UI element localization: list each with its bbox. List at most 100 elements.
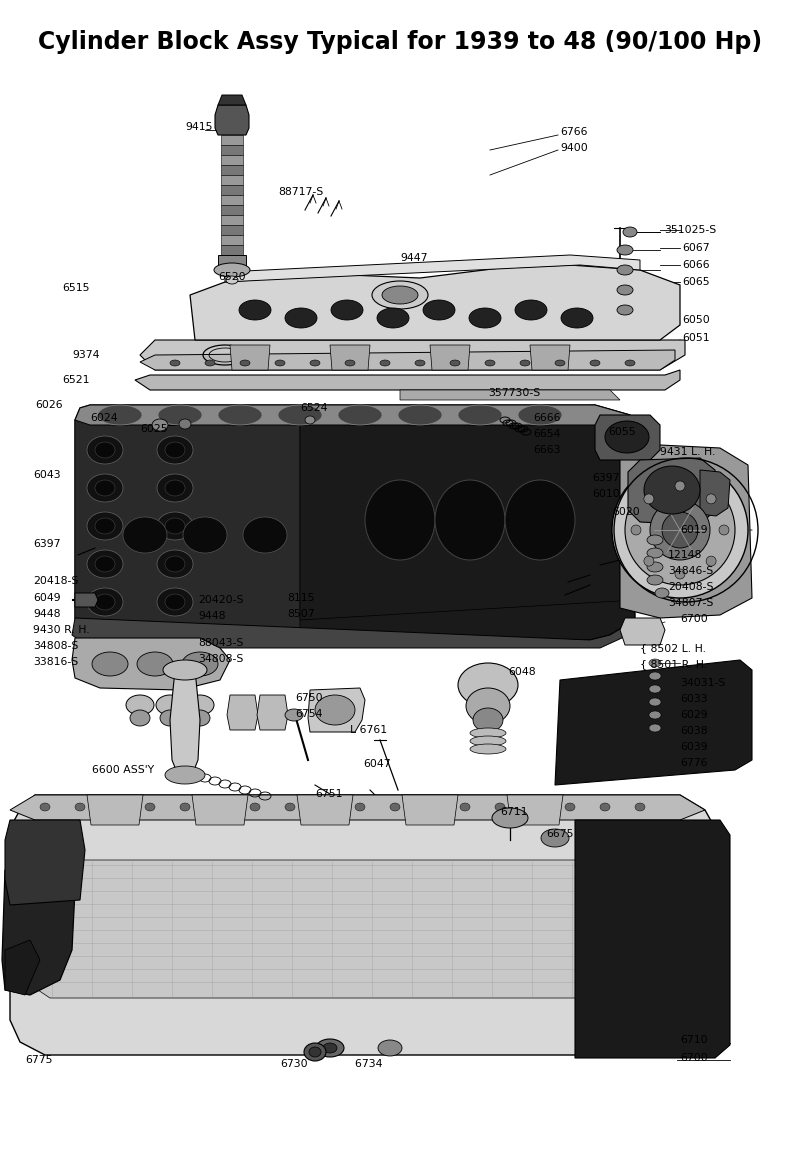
Text: 6397: 6397 (592, 473, 619, 483)
Polygon shape (257, 695, 288, 730)
Text: 34031-S: 34031-S (680, 678, 726, 688)
Text: 6067: 6067 (682, 243, 710, 254)
Polygon shape (72, 638, 230, 690)
Text: 9447: 9447 (400, 254, 427, 263)
Text: 6515: 6515 (62, 283, 90, 293)
Polygon shape (221, 205, 243, 215)
Text: 6025: 6025 (140, 424, 168, 434)
Ellipse shape (617, 305, 633, 315)
Polygon shape (75, 405, 630, 424)
Ellipse shape (635, 802, 645, 811)
Ellipse shape (649, 711, 661, 719)
Ellipse shape (458, 663, 518, 707)
Polygon shape (10, 795, 715, 1055)
Ellipse shape (165, 556, 185, 572)
Polygon shape (75, 405, 635, 640)
Text: 6666: 6666 (533, 413, 561, 423)
Text: 6521: 6521 (62, 374, 90, 385)
Polygon shape (530, 345, 570, 370)
Ellipse shape (87, 512, 123, 540)
Ellipse shape (675, 481, 685, 491)
Polygon shape (135, 370, 680, 390)
Ellipse shape (649, 725, 661, 732)
Ellipse shape (473, 708, 503, 732)
Ellipse shape (315, 695, 355, 725)
Ellipse shape (323, 1043, 337, 1053)
Polygon shape (192, 795, 248, 825)
Ellipse shape (380, 361, 390, 366)
Text: 6524: 6524 (300, 404, 327, 413)
Text: 6026: 6026 (35, 400, 62, 411)
Ellipse shape (644, 556, 654, 566)
Ellipse shape (285, 709, 303, 721)
Ellipse shape (285, 802, 295, 811)
Ellipse shape (612, 462, 748, 598)
Polygon shape (507, 795, 563, 825)
Text: 8507: 8507 (287, 609, 314, 619)
Ellipse shape (157, 588, 193, 616)
Ellipse shape (123, 518, 167, 552)
Ellipse shape (170, 361, 180, 366)
Ellipse shape (631, 525, 641, 535)
Ellipse shape (145, 802, 155, 811)
Ellipse shape (98, 405, 142, 424)
Text: 6520: 6520 (218, 272, 246, 281)
Text: 6776: 6776 (680, 758, 707, 768)
Ellipse shape (95, 594, 115, 611)
Text: 6033: 6033 (680, 694, 708, 704)
Ellipse shape (345, 361, 355, 366)
Polygon shape (38, 859, 670, 998)
Polygon shape (221, 145, 243, 155)
Ellipse shape (520, 361, 530, 366)
Ellipse shape (165, 766, 205, 784)
Polygon shape (402, 795, 458, 825)
Ellipse shape (435, 480, 505, 561)
Ellipse shape (495, 802, 505, 811)
Ellipse shape (156, 695, 184, 715)
Text: 6700: 6700 (680, 614, 708, 625)
Ellipse shape (378, 1040, 402, 1056)
Ellipse shape (285, 308, 317, 328)
Ellipse shape (110, 802, 120, 811)
Text: 6049: 6049 (33, 593, 61, 602)
Ellipse shape (130, 709, 150, 726)
Polygon shape (227, 695, 258, 730)
Polygon shape (555, 659, 752, 785)
Text: 6734: 6734 (348, 1059, 382, 1069)
Text: 6766: 6766 (560, 127, 587, 137)
Ellipse shape (250, 802, 260, 811)
Ellipse shape (215, 802, 225, 811)
Ellipse shape (492, 808, 528, 828)
Ellipse shape (40, 802, 50, 811)
Ellipse shape (214, 263, 250, 277)
Polygon shape (628, 458, 715, 525)
Ellipse shape (398, 405, 442, 424)
Ellipse shape (625, 475, 735, 585)
Ellipse shape (75, 802, 85, 811)
Ellipse shape (541, 829, 569, 847)
Text: 6710: 6710 (680, 1035, 708, 1046)
Text: 6020: 6020 (612, 507, 640, 518)
Polygon shape (221, 165, 243, 174)
Ellipse shape (485, 361, 495, 366)
Ellipse shape (226, 276, 238, 284)
Ellipse shape (137, 652, 173, 676)
Ellipse shape (719, 525, 729, 535)
Polygon shape (595, 415, 660, 461)
Polygon shape (700, 470, 730, 516)
Ellipse shape (95, 518, 115, 534)
Polygon shape (218, 255, 246, 270)
Polygon shape (2, 870, 75, 996)
Polygon shape (330, 345, 370, 370)
Polygon shape (221, 235, 243, 245)
Ellipse shape (92, 652, 128, 676)
Ellipse shape (310, 361, 320, 366)
Ellipse shape (243, 518, 287, 552)
Ellipse shape (165, 480, 185, 495)
Text: 6066: 6066 (682, 261, 710, 270)
Text: 8115: 8115 (287, 593, 314, 602)
Ellipse shape (95, 442, 115, 458)
Ellipse shape (565, 802, 575, 811)
Polygon shape (221, 155, 243, 165)
Ellipse shape (505, 480, 575, 561)
